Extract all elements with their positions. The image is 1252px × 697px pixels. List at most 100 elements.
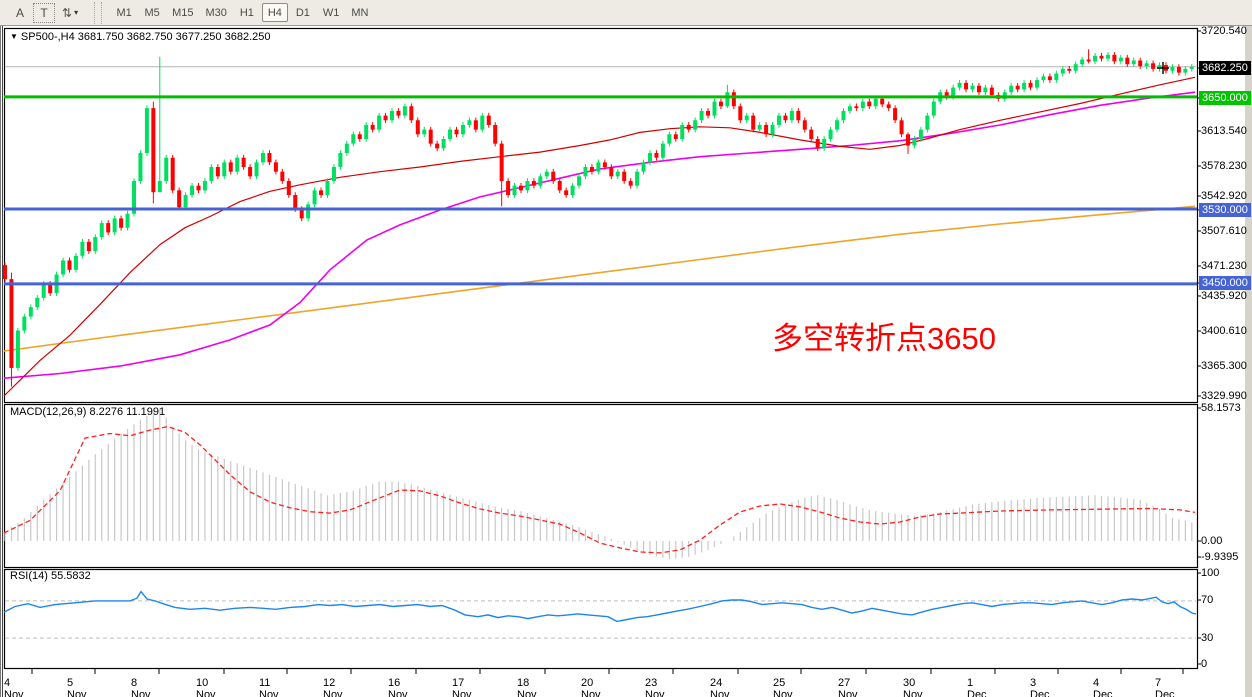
candle-bullish: [15, 330, 20, 368]
candle-bullish: [112, 218, 117, 233]
candle-bearish: [815, 138, 820, 149]
candle-bullish: [699, 110, 704, 121]
candle-bearish: [673, 134, 678, 139]
timeframe-button-m30[interactable]: M30: [200, 3, 231, 22]
candle-bullish: [1054, 73, 1059, 81]
candle-bearish: [854, 106, 859, 109]
candle-bullish: [364, 124, 369, 139]
candle-bullish: [125, 213, 130, 228]
candle-bullish: [835, 120, 840, 130]
macd-axis-label: -9.9395: [1201, 551, 1239, 563]
candle-bearish: [1015, 85, 1020, 90]
time-axis-label: 4 Dec 12:00: [1093, 677, 1113, 697]
candle-bearish: [473, 120, 478, 130]
candle-bearish: [151, 108, 156, 193]
candle-bullish: [73, 255, 78, 270]
candle-bullish: [157, 181, 162, 193]
candle-bullish: [757, 124, 762, 130]
candle-bullish: [1060, 68, 1065, 74]
price-axis-label: 3400.610: [1201, 325, 1247, 337]
candle-bullish: [422, 129, 427, 135]
price-axis-label: 3507.610: [1201, 225, 1247, 237]
candle-bullish: [680, 124, 685, 139]
macd-label: MACD(12,26,9) 8.2276 11.1991: [10, 406, 166, 418]
candle-bearish: [906, 134, 910, 146]
candle-bullish: [344, 143, 349, 153]
candle-bearish: [654, 152, 659, 158]
timeframe-button-d1[interactable]: D1: [290, 3, 316, 22]
candle-bearish: [293, 195, 298, 210]
time-axis-label: 7 Dec 16:00: [1155, 677, 1175, 697]
timeframe-button-m1[interactable]: M1: [111, 3, 137, 22]
candle-bullish: [1093, 55, 1098, 62]
candle-bearish: [454, 129, 459, 135]
price-axis-label: 3613.540: [1201, 125, 1247, 137]
time-axis-label: 12 Nov 20:00: [323, 677, 343, 697]
ma-magenta-line: [3, 91, 1196, 379]
candle-bearish: [783, 115, 788, 121]
text-label-tool-button[interactable]: A: [9, 3, 31, 23]
rsi-axis-label: 100: [1201, 567, 1220, 579]
price-level-badge: 3450.000: [1199, 276, 1251, 290]
timeframe-button-h4[interactable]: H4: [261, 3, 288, 22]
ma-orange-line: [3, 205, 1196, 352]
price-axis-label: 3329.990: [1201, 390, 1247, 402]
rsi-label: RSI(14) 55.5832: [10, 570, 91, 582]
arrows-tool-button[interactable]: ⇅ ▾: [57, 3, 83, 23]
toolbar-grip[interactable]: [94, 1, 103, 24]
candle-bullish: [164, 157, 169, 182]
candle-bearish: [893, 108, 898, 121]
candle-bearish: [796, 110, 801, 121]
candle-bearish: [564, 190, 569, 196]
candle-bearish: [751, 115, 756, 130]
price-level-badge: 3650.000: [1199, 91, 1251, 105]
toolbar: A T ⇅ ▾ M1 M5 M15 M30 H1 H4 D1 W1 MN: [0, 0, 1252, 26]
candle-bullish: [667, 134, 672, 144]
candle-bullish: [725, 92, 730, 107]
candle-bullish: [512, 185, 517, 196]
candle-bullish: [1080, 59, 1085, 65]
price-axis-label: 3720.540: [1201, 25, 1247, 37]
candle-bearish: [706, 110, 711, 116]
candle-bearish: [1138, 60, 1143, 67]
candle-bearish: [1176, 67, 1181, 73]
time-axis-label: 23 Nov 04:00: [645, 677, 665, 697]
candle-bullish: [1183, 68, 1188, 73]
candle-bullish: [641, 162, 646, 172]
timeframe-button-h1[interactable]: H1: [234, 3, 260, 22]
candle-bullish: [635, 171, 640, 186]
price-level-badge: 3530.000: [1199, 203, 1251, 217]
candle-bullish: [925, 115, 930, 130]
candle-bullish: [222, 162, 227, 177]
candle-bullish: [822, 138, 827, 149]
candle-bullish: [1131, 60, 1136, 65]
candle-bullish: [28, 307, 33, 317]
text-tool-button[interactable]: T: [33, 2, 55, 23]
macd-axis-label: 58.1573: [1201, 402, 1241, 414]
candle-bearish: [551, 171, 556, 182]
candle-bullish: [873, 98, 878, 107]
dropdown-arrow-icon[interactable]: ▼: [10, 32, 18, 41]
candle-bullish: [931, 101, 936, 116]
timeframe-button-m5[interactable]: M5: [139, 3, 165, 22]
candle-bullish: [1022, 82, 1027, 90]
candle-bearish: [499, 143, 504, 182]
candle-bullish: [325, 181, 330, 196]
candle-bullish: [190, 185, 195, 196]
time-axis-label: 4 Nov 2020: [4, 677, 24, 697]
timeframe-button-mn[interactable]: MN: [346, 3, 373, 22]
price-axis-label: 3578.230: [1201, 160, 1247, 172]
time-axis-label: 11 Nov 12:00: [259, 677, 279, 697]
price-axis-label: 3435.920: [1201, 290, 1247, 302]
candle-bullish: [693, 120, 698, 130]
candle-bearish: [731, 92, 736, 107]
candle-bearish: [196, 185, 201, 191]
panel_rsi-frame: [3, 568, 1199, 670]
timeframe-button-w1[interactable]: W1: [318, 3, 345, 22]
candle-bearish: [493, 124, 498, 144]
candle-bearish: [738, 106, 743, 121]
timeframe-button-m15[interactable]: M15: [167, 3, 198, 22]
candle-bearish: [628, 181, 633, 186]
candle-bearish: [622, 171, 627, 182]
